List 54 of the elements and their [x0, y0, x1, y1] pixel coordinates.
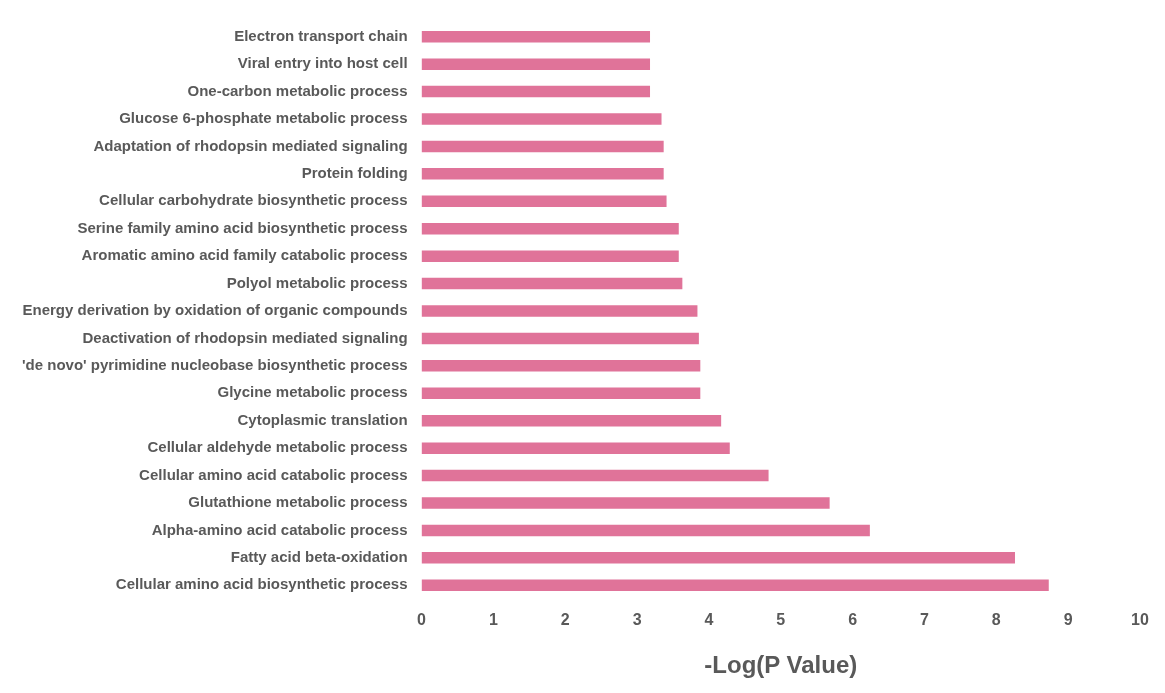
y-tick-label: One-carbon metabolic process — [187, 81, 408, 99]
y-tick-label: Glycine metabolic process — [217, 383, 408, 401]
x-axis-title: -Log(P Value) — [704, 651, 858, 679]
bar — [421, 250, 679, 262]
y-tick-label: Aromatic amino acid family catabolic process — [81, 246, 408, 264]
bar — [421, 552, 1015, 564]
x-tick-label: 10 — [1131, 611, 1149, 629]
bar — [421, 140, 664, 153]
bar — [421, 414, 722, 427]
bar — [421, 195, 667, 208]
bar — [421, 524, 870, 537]
x-tick-label: 5 — [776, 611, 786, 629]
bar — [421, 387, 701, 400]
y-tick-label: Alpha-amino acid catabolic process — [151, 520, 408, 538]
y-tick-label: Glutathione metabolic process — [188, 493, 408, 511]
y-tick-label: Fatty acid beta-oxidation — [230, 548, 408, 565]
bar — [421, 469, 769, 482]
bar — [421, 579, 1049, 592]
x-tick-label: 3 — [632, 611, 642, 629]
bar — [421, 442, 730, 454]
bar — [421, 360, 701, 372]
x-tick-label: 2 — [560, 611, 570, 629]
bar — [421, 277, 683, 290]
y-tick-label: Polyol metabolic process — [226, 273, 408, 291]
x-tick-label: 7 — [920, 611, 930, 629]
x-tick-label: 0 — [417, 611, 427, 629]
y-tick-label: Cytoplasmic translation — [237, 410, 408, 428]
y-tick-label: Cellular aldehyde metabolic process — [147, 438, 408, 456]
y-tick-label: Serine family amino acid biosynthetic process — [77, 218, 408, 236]
y-tick-label: Protein folding — [301, 164, 408, 181]
bar — [421, 332, 699, 345]
y-tick-label: Glucose 6-phosphate metabolic process — [119, 109, 408, 127]
bar — [421, 113, 662, 125]
y-tick-label: Deactivation of rhodopsin mediated signaling — [82, 328, 408, 346]
bar — [421, 497, 830, 509]
bar — [421, 305, 698, 317]
bar — [421, 168, 664, 180]
x-tick-label: 4 — [704, 611, 714, 629]
y-tick-label: Adaptation of rhodopsin mediated signaling — [93, 136, 408, 154]
y-tick-label: Cellular carbohydrate biosynthetic process — [99, 191, 408, 209]
bar — [421, 85, 651, 98]
bar — [421, 222, 679, 235]
x-tick-label: 6 — [848, 611, 858, 629]
y-tick-label: 'de novo' pyrimidine nucleobase biosynthetic process — [22, 356, 408, 373]
y-tick-label: Energy derivation by oxidation of organic compounds — [22, 301, 408, 319]
y-tick-label: Cellular amino acid biosynthetic process — [115, 575, 408, 593]
y-tick-label: Cellular amino acid catabolic process — [139, 465, 408, 483]
y-tick-label: Electron transport chain — [234, 26, 408, 44]
x-tick-label: 9 — [1063, 611, 1073, 629]
bar — [421, 58, 651, 70]
y-tick-label: Viral entry into host cell — [237, 54, 408, 72]
x-tick-label: 8 — [991, 611, 1001, 629]
bar — [421, 30, 651, 43]
x-tick-label: 1 — [488, 611, 498, 629]
